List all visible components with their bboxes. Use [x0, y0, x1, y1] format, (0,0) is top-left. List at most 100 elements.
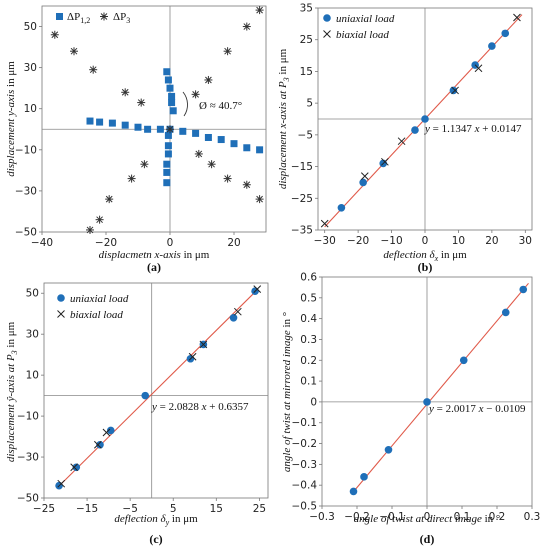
- panel-c-ylabel: displacement ŷ-axis at P3 in μm: [5, 321, 19, 462]
- panel-a-ylabel: displacement y-axis in μm: [5, 61, 17, 177]
- y-tick-label: −0.2: [292, 438, 318, 450]
- panel-c: −25 −15 −5 5 15 25 −50 −30 −10 10 30 50 uniaxial lo…: [5, 282, 269, 546]
- x-tick-label: 20: [227, 237, 240, 249]
- panel-d-ylabel: angle of twist at mirrored image in °: [281, 312, 293, 472]
- y-tick-label: −0.3: [292, 459, 318, 471]
- x-tick-label: −5: [122, 503, 137, 515]
- data-point-dot: [501, 308, 510, 317]
- data-point-star: [242, 22, 251, 31]
- panel-b-ticks: −30 −20 −10 0 10 20 30 −35 −25 −15 −5 5 15 25 35: [291, 3, 532, 248]
- x-tick-label: 5: [170, 503, 177, 515]
- panel-a-legend: ΔP1,2 ΔP3: [56, 11, 130, 25]
- y-tick-label: −0.4: [292, 480, 318, 492]
- data-point-cross: [188, 352, 197, 361]
- data-point-dot: [421, 115, 429, 123]
- panel-d-label: (d): [420, 532, 435, 546]
- data-point-square: [230, 140, 238, 148]
- x-tick-label: −15: [76, 503, 98, 515]
- data-point-star: [255, 6, 264, 15]
- x-tick-label: 0: [422, 235, 429, 247]
- y-tick-label: 0.3: [300, 334, 317, 346]
- data-point-star: [89, 65, 98, 74]
- y-tick-label: 25: [300, 34, 313, 46]
- x-tick-label: 0.2: [489, 511, 506, 523]
- fit-line: [56, 289, 258, 489]
- data-point-square: [164, 150, 172, 158]
- legend-entry-uniaxial: uniaxial load: [70, 293, 129, 305]
- data-point-star: [223, 47, 232, 56]
- data-point-star: [191, 90, 200, 99]
- data-point-dot: [411, 126, 419, 134]
- x-tick-label: −20: [347, 235, 369, 247]
- data-point-dot: [359, 178, 367, 187]
- data-point-square: [163, 160, 171, 168]
- panel-d-marks: [322, 277, 532, 506]
- fit-line: [351, 282, 529, 495]
- legend-entry-delta-p3: ΔP3: [113, 11, 130, 25]
- data-point-cross: [397, 137, 406, 146]
- data-point-cross: [360, 172, 369, 180]
- panel-d-xlabel: angle of twist at direct image in °: [354, 513, 501, 525]
- y-tick-label: 50: [26, 288, 39, 300]
- data-point-square: [163, 168, 171, 176]
- y-tick-label: 0.6: [300, 272, 317, 284]
- legend-cross-marker: [323, 30, 331, 38]
- data-point-star: [50, 30, 59, 39]
- panel-c-label: (c): [149, 532, 162, 546]
- y-tick-label: −10: [15, 144, 37, 156]
- y-tick-label: 0.2: [300, 355, 317, 367]
- y-tick-label: 0: [310, 396, 317, 408]
- y-tick-label: 15: [300, 66, 313, 78]
- data-point-cross: [474, 64, 483, 73]
- data-point-star: [140, 160, 149, 169]
- data-point-square: [192, 129, 200, 137]
- panel-a-label: (a): [147, 260, 161, 274]
- data-point-cross: [320, 219, 329, 228]
- angle-arc: [182, 91, 188, 117]
- data-point-star: [95, 215, 104, 224]
- legend-star-marker: [100, 12, 108, 21]
- data-point-square: [144, 125, 152, 133]
- y-tick-label: −30: [17, 452, 39, 464]
- data-point-star: [223, 174, 232, 183]
- x-tick-label: 0.3: [524, 511, 541, 523]
- x-tick-label: −30: [314, 235, 336, 247]
- y-tick-label: −10: [17, 411, 39, 423]
- data-point-dot: [349, 487, 358, 496]
- panel-b-marks: [318, 8, 532, 230]
- data-point-star: [166, 125, 174, 134]
- data-point-square: [156, 125, 164, 133]
- x-tick-label: 20: [485, 235, 498, 247]
- data-point-square: [168, 92, 176, 100]
- panel-b-xlabel: deflection δx in μm: [383, 249, 467, 263]
- y-tick-label: 10: [24, 103, 37, 115]
- y-tick-label: 10: [26, 370, 39, 382]
- data-point-star: [194, 149, 203, 158]
- data-point-star: [86, 225, 94, 234]
- y-tick-label: 0.1: [300, 376, 317, 388]
- x-tick-label: 30: [519, 235, 532, 247]
- x-tick-label: 10: [452, 235, 465, 247]
- data-point-dot: [229, 314, 238, 322]
- y-tick-label: 50: [24, 21, 37, 33]
- panel-a-marks: [42, 6, 266, 234]
- x-tick-label: −0.2: [344, 511, 370, 523]
- y-tick-label: −50: [17, 493, 39, 505]
- data-point-square: [121, 121, 129, 129]
- x-tick-label: −20: [95, 237, 117, 249]
- panel-c-ticks: −25 −15 −5 5 15 25 −50 −30 −10 10 30 50: [17, 288, 266, 515]
- data-point-square: [96, 118, 104, 126]
- data-point-dot: [96, 440, 104, 449]
- data-point-star: [127, 174, 136, 183]
- x-tick-label: 25: [253, 503, 266, 515]
- x-tick-label: −25: [33, 503, 55, 515]
- data-point-dot: [488, 42, 496, 50]
- data-point-dot: [384, 445, 393, 454]
- data-point-dot: [360, 473, 368, 481]
- panel-c-marks: [44, 283, 268, 498]
- data-point-square: [169, 107, 177, 115]
- panel-b-ylabel: displacement x-axis at P3 in μm: [277, 48, 291, 189]
- data-point-cross: [451, 86, 459, 95]
- legend-square-marker: [56, 13, 63, 20]
- y-tick-label: −25: [291, 193, 313, 205]
